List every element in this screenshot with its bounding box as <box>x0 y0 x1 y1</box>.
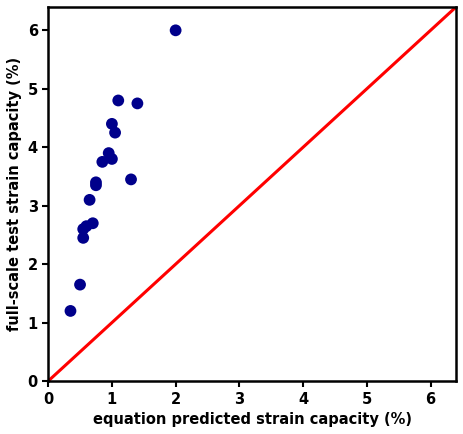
Y-axis label: full-scale test strain capacity (%): full-scale test strain capacity (%) <box>7 57 22 331</box>
Point <box>92 182 100 189</box>
Point <box>83 223 90 230</box>
Point <box>80 234 87 241</box>
Point <box>105 150 113 157</box>
Point <box>112 129 119 136</box>
Point <box>99 158 106 165</box>
Point <box>108 155 116 162</box>
Point <box>86 197 94 204</box>
Point <box>108 120 116 127</box>
Point <box>80 226 87 233</box>
Point <box>127 176 135 183</box>
Point <box>89 220 96 227</box>
Point <box>134 100 141 107</box>
Point <box>92 179 100 186</box>
X-axis label: equation predicted strain capacity (%): equation predicted strain capacity (%) <box>93 412 412 427</box>
Point <box>67 307 74 314</box>
Point <box>114 97 122 104</box>
Point <box>76 281 84 288</box>
Point <box>172 27 179 34</box>
